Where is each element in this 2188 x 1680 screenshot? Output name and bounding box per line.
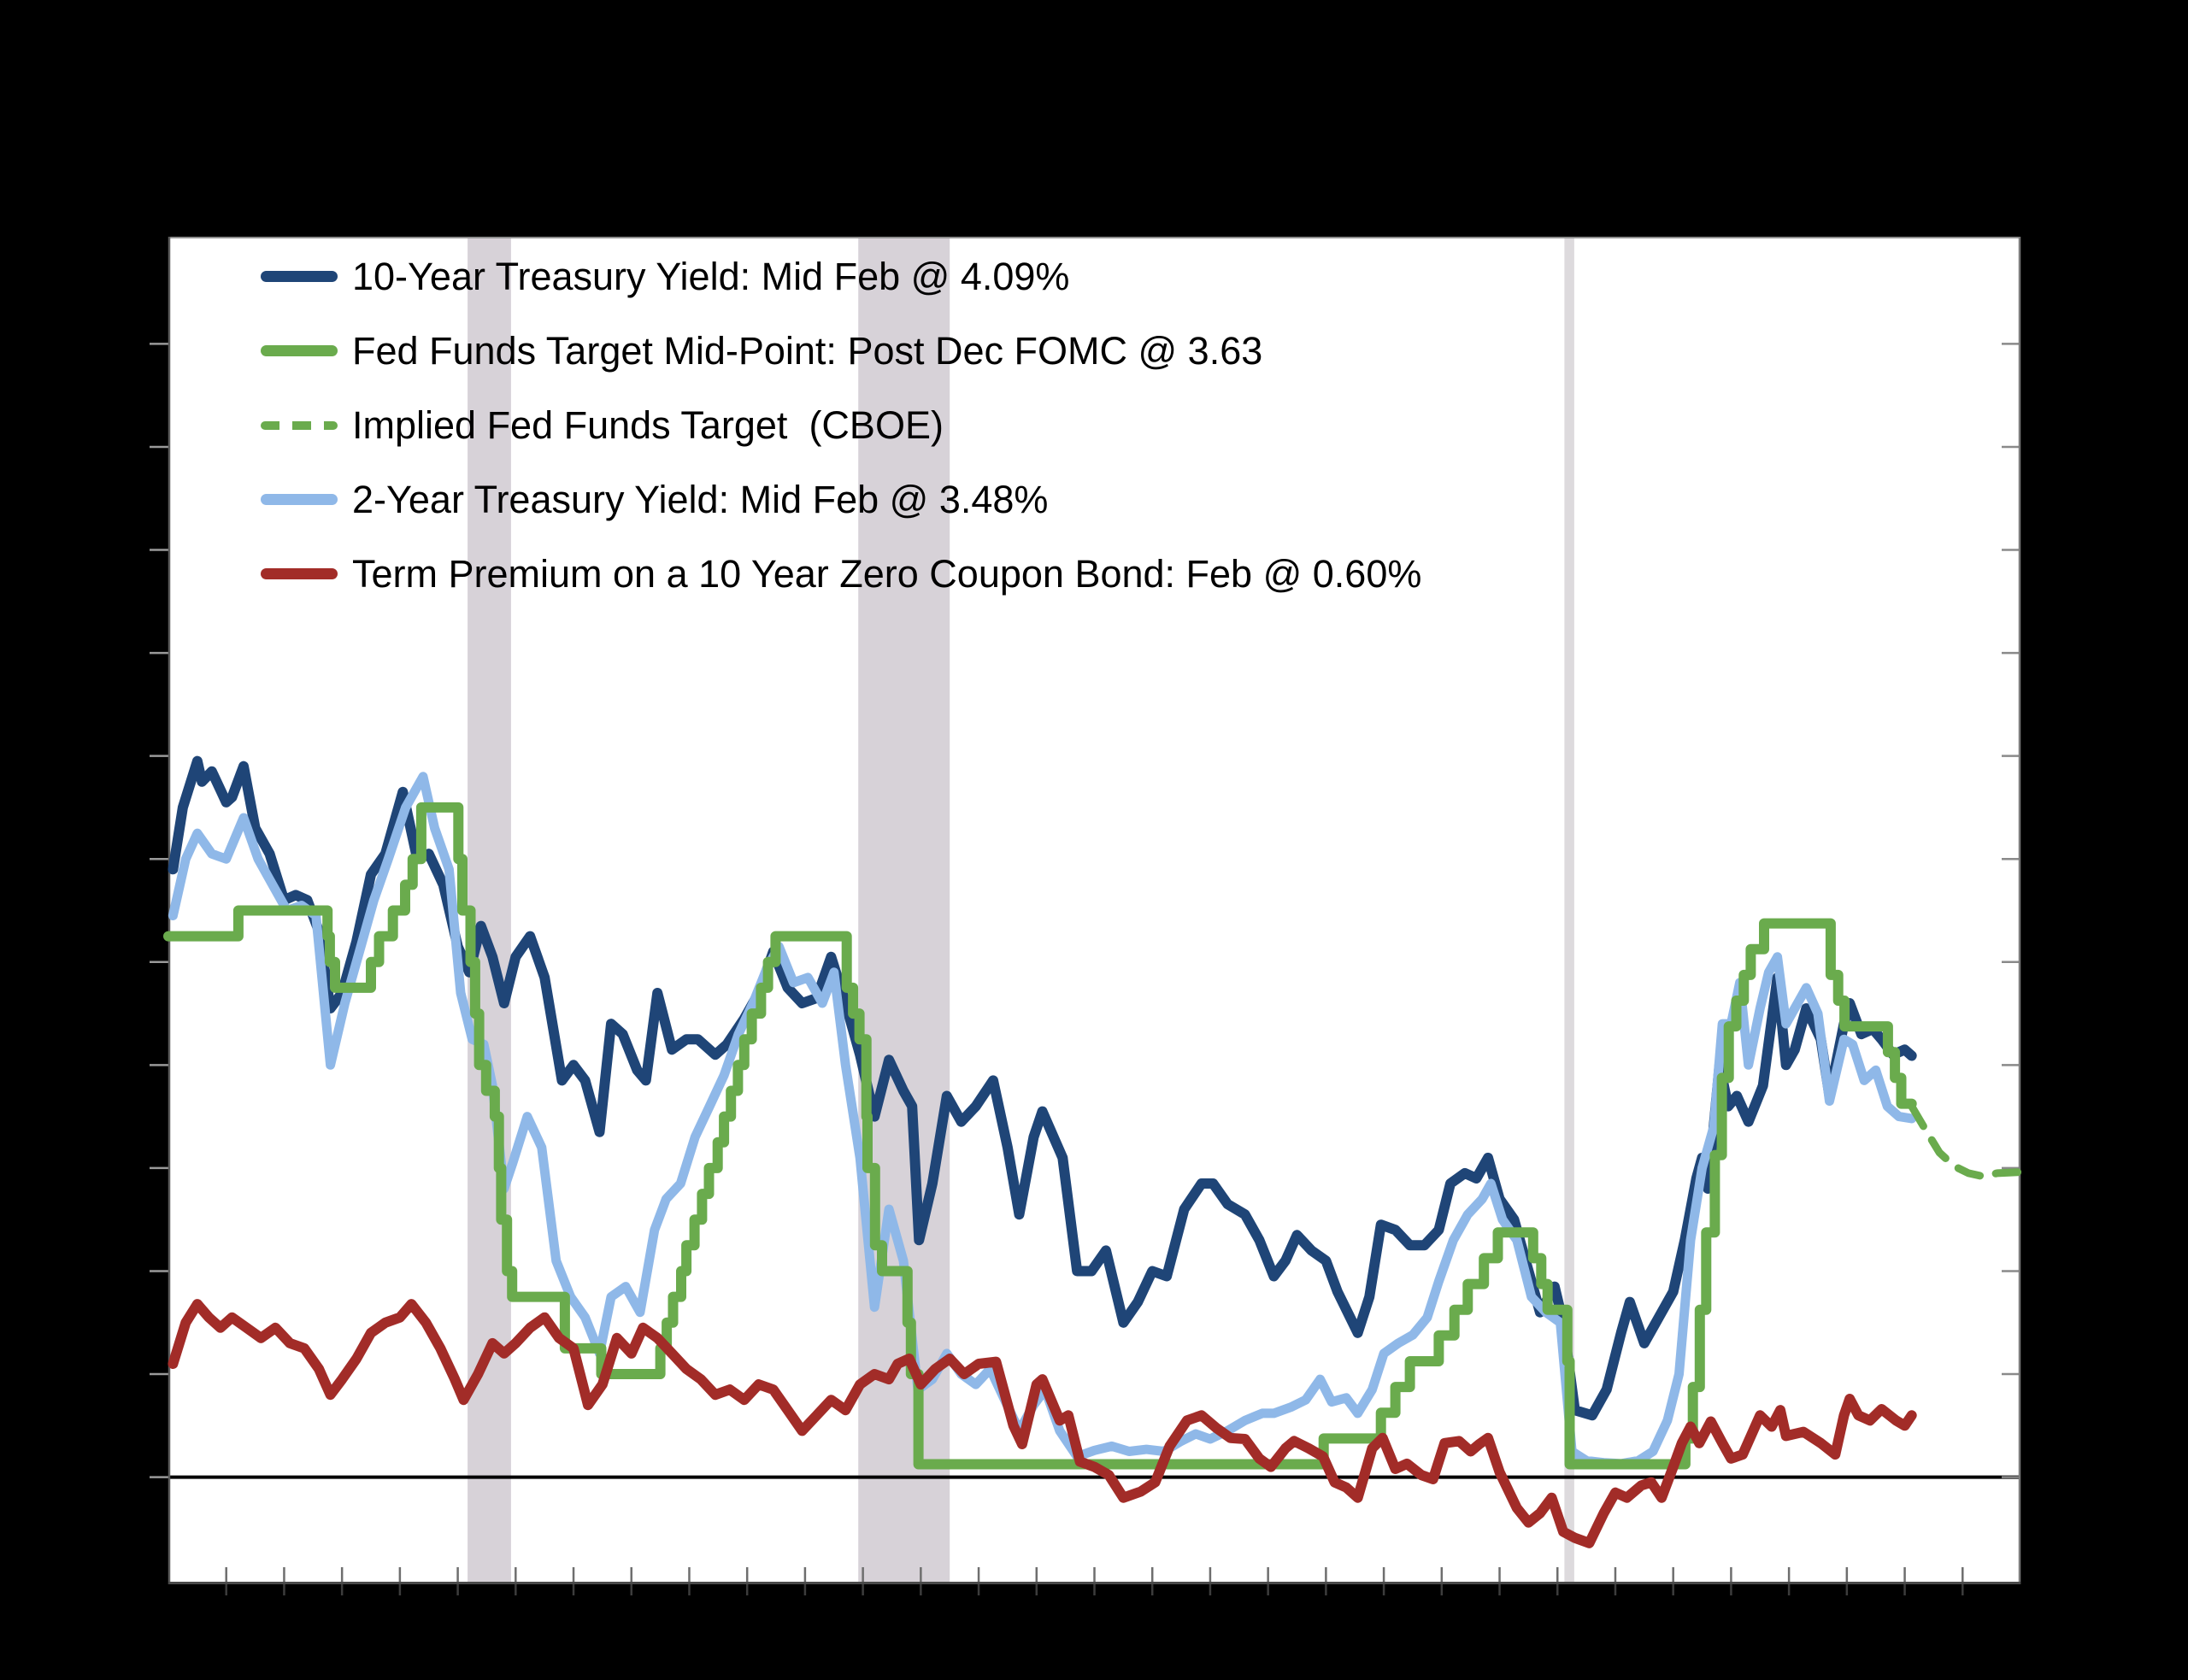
series-treasury10y — [168, 755, 1917, 1421]
legend-swatch-fed-funds-line-icon — [261, 345, 338, 356]
chart-svg — [150, 237, 2022, 1595]
legend-label: 10-Year Treasury Yield: Mid Feb @ 4.09% — [352, 254, 1070, 298]
series-implied_fedfunds — [1908, 1102, 2022, 1181]
legend-label: Fed Funds Target Mid-Point: Post Dec FOM… — [352, 328, 1263, 373]
legend-item-fed-funds: Fed Funds Target Mid-Point: Post Dec FOM… — [261, 314, 1421, 388]
legend-item-2y-treasury: 2-Year Treasury Yield: Mid Feb @ 3.48% — [261, 462, 1421, 537]
series-fedfunds — [163, 802, 1917, 1470]
legend-swatch-10y-line-icon — [261, 271, 338, 282]
legend-item-implied-fed-funds: Implied Fed Funds Target (CBOE) — [261, 388, 1421, 462]
legend-swatch-implied-dashed-line-icon — [261, 420, 338, 430]
recession-band — [1564, 237, 1574, 1584]
legend-swatch-2y-line-icon — [261, 494, 338, 505]
legend-label: Implied Fed Funds Target (CBOE) — [352, 402, 944, 447]
legend-label: 2-Year Treasury Yield: Mid Feb @ 3.48% — [352, 477, 1049, 521]
legend-label: Term Premium on a 10 Year Zero Coupon Bo… — [352, 551, 1422, 596]
series-term_premium — [168, 1299, 1917, 1548]
legend-swatch-term-premium-line-icon — [261, 568, 338, 579]
plot-area: 10-Year Treasury Yield: Mid Feb @ 4.09% … — [150, 237, 2022, 1595]
legend-item-10y-treasury: 10-Year Treasury Yield: Mid Feb @ 4.09% — [261, 239, 1421, 314]
legend-item-term-premium: Term Premium on a 10 Year Zero Coupon Bo… — [261, 537, 1421, 611]
legend: 10-Year Treasury Yield: Mid Feb @ 4.09% … — [261, 239, 1421, 611]
